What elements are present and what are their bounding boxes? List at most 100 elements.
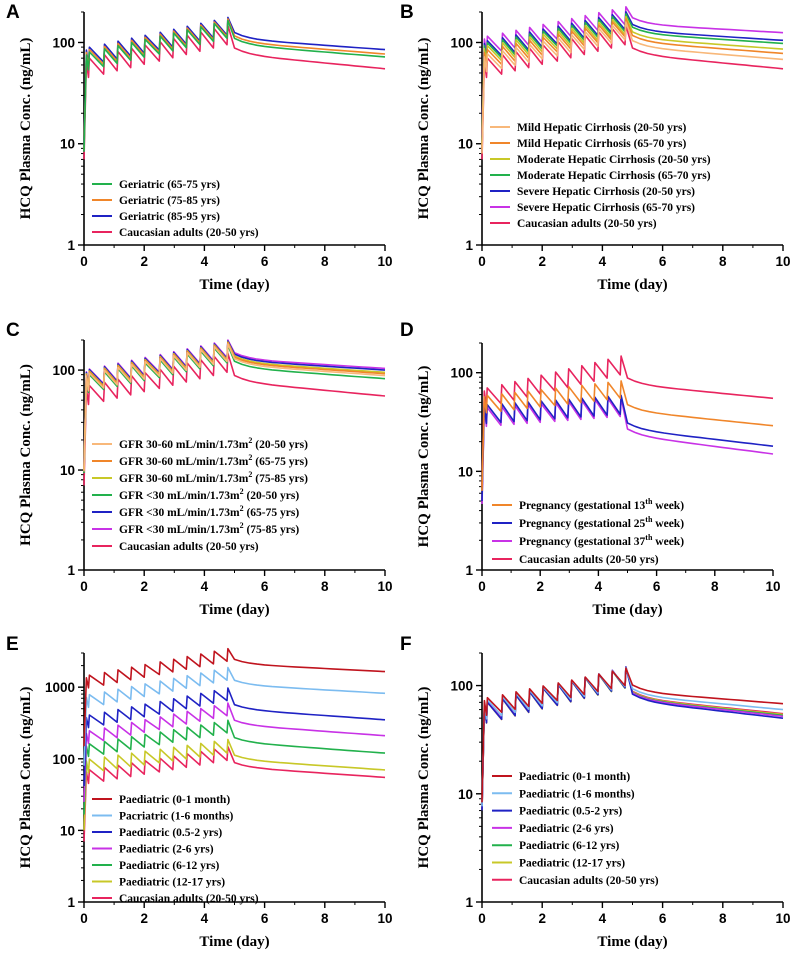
legend-entry: Paediatric (0.5-2 yrs) [119, 827, 222, 839]
series-line [481, 666, 784, 811]
series-line [481, 666, 784, 807]
y-tick-label: 10 [458, 787, 473, 802]
x-tick-label: 2 [538, 911, 546, 926]
x-tick-label: 10 [377, 254, 392, 269]
legend-entry: Paediatric (0-1 month) [519, 771, 630, 783]
legend-entry: Pregnancy (gestational 37th week) [519, 533, 684, 548]
x-tick-label: 8 [711, 579, 719, 594]
x-tick-label: 0 [478, 911, 486, 926]
legend-entry: Mild Hepatic Cirrhosis (65-70 yrs) [517, 138, 686, 150]
series-line [83, 24, 386, 160]
x-tick-label: 8 [321, 254, 329, 269]
x-tick-label: 0 [478, 579, 486, 594]
panel-a: A 1 10 100 0 2 4 6 8 10 Time (day) HCQ Plasma Conc.… [6, 2, 393, 293]
y-tick-label: 1 [465, 563, 473, 578]
panel-label: F [400, 634, 412, 655]
x-tick-label: 10 [775, 911, 790, 926]
legend-entry: Paediatric (12-17 yrs) [519, 858, 625, 870]
series-line [83, 745, 386, 842]
legend-entry: Caucasian adults (20-50 yrs) [119, 227, 259, 239]
legend-entry: GFR 30-60 mL/min/1.73m2 (20-50 yrs) [119, 436, 308, 451]
legend-entry: GFR <30 mL/min/1.73m2 (75-85 yrs) [119, 521, 299, 536]
series-line [83, 666, 386, 766]
panel-label: C [6, 320, 20, 341]
x-axis-label: Time (day) [592, 602, 662, 618]
x-tick-label: 8 [719, 254, 727, 269]
panel-c: C 1 10 100 0 2 4 6 8 10 Time (day) HCQ Plasma Conc.… [6, 320, 393, 618]
panel-e: E 1 10 100 1000 0 2 4 6 8 10 Time (day) HCQ Plasma C… [6, 634, 393, 950]
panel-d: D 1 10 100 0 2 4 6 8 10 Time (day) HCQ Plasma Conc.… [400, 320, 781, 618]
series-line [83, 719, 386, 815]
x-tick-label: 0 [80, 579, 88, 594]
x-tick-label: 4 [201, 579, 209, 594]
legend-entry: Caucasian adults (20-50 yrs) [519, 875, 659, 887]
legend-entry: Moderate Hepatic Cirrhosis (20-50 yrs) [517, 154, 711, 166]
series-line [83, 702, 386, 802]
y-tick-label: 100 [52, 752, 75, 767]
legend-entry: Severe Hepatic Cirrhosis (65-70 yrs) [517, 202, 695, 214]
x-axis-label: Time (day) [199, 277, 269, 293]
legend-entry: Paediatric (2-6 yrs) [519, 823, 614, 835]
y-tick-label: 1000 [45, 680, 75, 695]
x-tick-label: 6 [659, 911, 667, 926]
legend-entry: Severe Hepatic Cirrhosis (20-50 yrs) [517, 186, 695, 198]
legend-entry: Caucasian adults (20-50 yrs) [517, 218, 657, 230]
x-tick-label: 6 [261, 254, 269, 269]
series-line [83, 352, 386, 486]
series-line [83, 738, 386, 831]
legend-entry: Caucasian adults (20-50 yrs) [119, 893, 259, 905]
legend: Paediatric (0-1 month) Paediatric (1-6 mo… [492, 771, 659, 887]
y-tick-label: 1 [67, 895, 75, 910]
panel-f: F 1 10 100 0 2 4 6 8 10 Time (day) HCQ Plasma Conc.… [400, 634, 791, 950]
legend-entry: Paediatric (0.5-2 yrs) [519, 806, 622, 818]
x-axis-label: Time (day) [597, 277, 667, 293]
y-tick-label: 1 [67, 563, 75, 578]
panel-label: D [400, 320, 414, 341]
panel-label: E [6, 634, 19, 655]
x-axis-label: Time (day) [199, 602, 269, 618]
series-line [481, 21, 784, 154]
legend-entry: Paediatric (6-12 yrs) [119, 860, 219, 872]
x-tick-label: 2 [538, 254, 546, 269]
legend: Pregnancy (gestational 13th week) Pregnan… [492, 497, 684, 566]
legend-entry: Caucasian adults (20-50 yrs) [519, 554, 659, 566]
series-line [481, 396, 774, 505]
panel-label: B [400, 2, 414, 23]
legend-entry: Pregnancy (gestational 25th week) [519, 515, 684, 530]
legend-entry: Mild Hepatic Cirrhosis (20-50 yrs) [517, 122, 686, 134]
x-tick-label: 6 [659, 254, 667, 269]
y-tick-label: 100 [450, 366, 473, 381]
x-tick-label: 6 [261, 911, 269, 926]
legend-entry: Pacriatric (1-6 months) [119, 811, 233, 823]
legend-entry: Paediatric (12-17 yrs) [119, 877, 225, 889]
y-axis-label: HCQ Plasma Conc. (ng/mL) [18, 687, 34, 869]
x-tick-label: 2 [140, 911, 148, 926]
legend-entry: Paediatric (1-6 months) [519, 788, 635, 800]
legend-entry: Paediatric (6-12 yrs) [519, 840, 619, 852]
x-tick-label: 2 [140, 579, 148, 594]
legend-entry: Paediatric (0-1 month) [119, 794, 230, 806]
x-tick-label: 8 [321, 579, 329, 594]
series-line [83, 343, 386, 472]
x-axis-label: Time (day) [597, 934, 667, 950]
x-tick-label: 4 [201, 254, 209, 269]
x-tick-label: 0 [80, 911, 88, 926]
y-tick-label: 10 [458, 464, 473, 479]
x-tick-label: 4 [595, 579, 603, 594]
x-tick-label: 4 [201, 911, 209, 926]
legend: GFR 30-60 mL/min/1.73m2 (20-50 yrs) GFR 3… [92, 436, 308, 553]
y-axis-label: HCQ Plasma Conc. (ng/mL) [416, 687, 432, 869]
y-tick-label: 100 [450, 679, 473, 694]
y-tick-label: 1 [67, 238, 75, 253]
legend-entry: GFR <30 mL/min/1.73m2 (20-50 yrs) [119, 487, 299, 502]
series-line [83, 19, 386, 152]
legend-entry: Geriatric (65-75 yrs) [119, 179, 220, 191]
x-tick-label: 4 [599, 911, 607, 926]
x-tick-label: 10 [377, 911, 392, 926]
legend-entry: GFR 30-60 mL/min/1.73m2 (75-85 yrs) [119, 470, 308, 485]
y-tick-label: 10 [60, 137, 75, 152]
panel-b: B 1 10 100 0 2 4 6 8 10 Time (day) HCQ Plasma Conc.… [400, 2, 791, 293]
legend-entry: Geriatric (75-85 yrs) [119, 195, 220, 207]
x-tick-label: 0 [80, 254, 88, 269]
